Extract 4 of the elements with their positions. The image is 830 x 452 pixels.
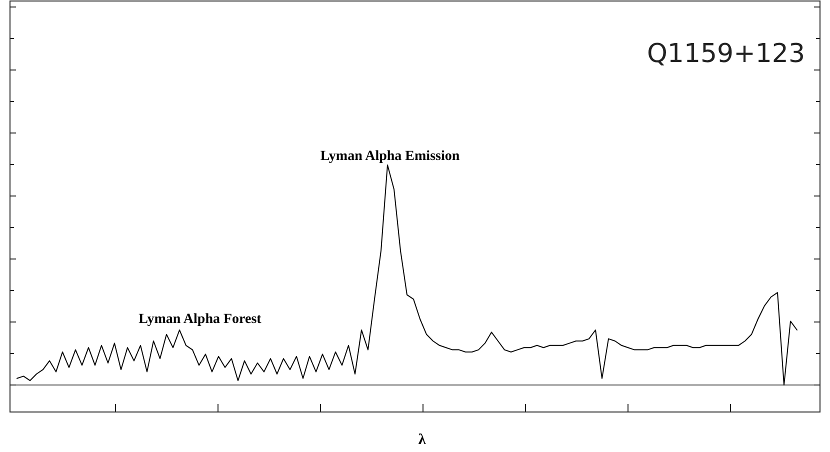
annotation: Lyman Alpha Forest <box>138 312 262 327</box>
x-axis-title: λ <box>418 432 426 448</box>
text: Lyman Alpha Emission <box>320 149 460 164</box>
chart-title: Q1159+123 <box>646 39 805 69</box>
